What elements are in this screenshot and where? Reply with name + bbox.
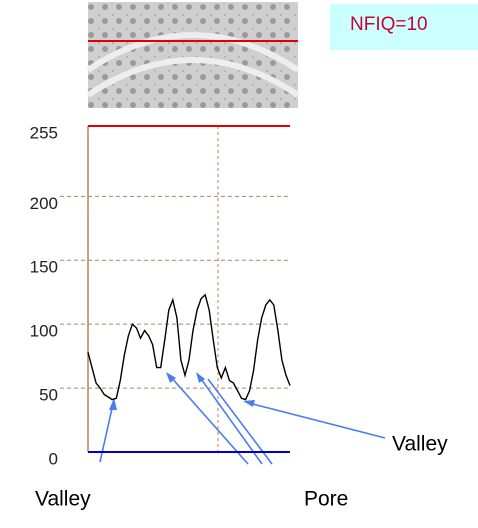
arrows: [100, 372, 385, 464]
chart: NFIQ=10 Valley Pore Valley 0 50 100 150 200 2…: [0, 0, 478, 523]
annotation: Valley: [35, 488, 91, 511]
y-tick-label: 200: [30, 194, 58, 213]
profile-line: [88, 295, 290, 400]
y-tick-label: 100: [30, 322, 58, 341]
y-tick-label: 255: [30, 123, 58, 142]
y-tick-label: 50: [39, 386, 58, 405]
badge: NFIQ=10: [350, 14, 428, 35]
annotation: Valley: [392, 433, 448, 456]
y-tick-label: 0: [49, 449, 58, 468]
annotation: Pore: [304, 488, 348, 511]
y-tick-label: 150: [30, 258, 58, 277]
